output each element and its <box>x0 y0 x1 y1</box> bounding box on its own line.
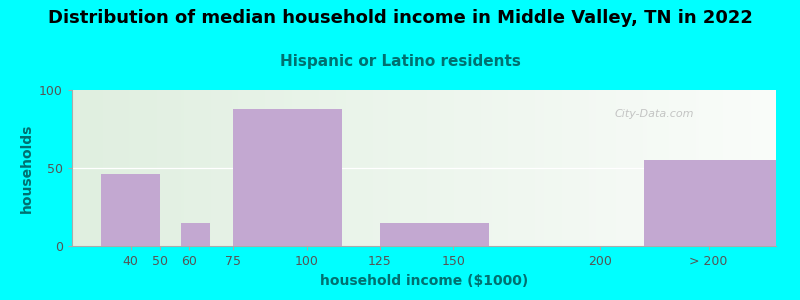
Bar <box>234 109 342 246</box>
Bar <box>181 223 210 246</box>
Bar <box>380 223 489 246</box>
X-axis label: household income ($1000): household income ($1000) <box>320 274 528 288</box>
Bar <box>644 160 776 246</box>
Bar <box>102 174 160 246</box>
Text: City-Data.com: City-Data.com <box>614 109 694 119</box>
Text: Distribution of median household income in Middle Valley, TN in 2022: Distribution of median household income … <box>47 9 753 27</box>
Y-axis label: households: households <box>19 123 34 213</box>
Text: Hispanic or Latino residents: Hispanic or Latino residents <box>279 54 521 69</box>
